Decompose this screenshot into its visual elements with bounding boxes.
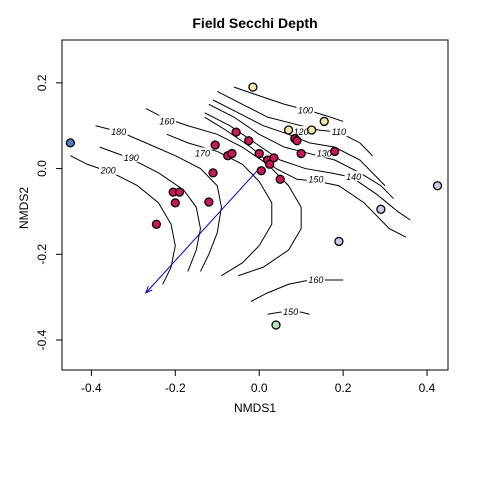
data-point-13	[256, 166, 266, 176]
y-tick-label-2: 0.0	[35, 160, 49, 177]
fit-vector-line	[145, 168, 260, 294]
contour-label-bg-4	[344, 171, 363, 182]
contour-line-2	[212, 99, 386, 187]
contour-label-bg-3	[315, 147, 334, 158]
axes-layer: -0.4 -0.2 0.0 0.2 0.4 -0.4 -0.2 0.0 0.2	[35, 74, 436, 395]
x-tick-label-1: -0.2	[165, 381, 186, 395]
data-point-17	[275, 174, 285, 184]
data-point-27	[376, 204, 386, 214]
data-point-25	[319, 116, 329, 127]
data-point-24	[306, 125, 317, 135]
data-point-12	[254, 148, 264, 159]
x-axis-label: NMDS1	[234, 401, 276, 415]
data-point-19	[292, 136, 302, 146]
contour-line-4	[204, 112, 411, 221]
x-tick-label-4: 0.4	[419, 381, 436, 395]
data-point-16	[269, 153, 279, 163]
contour-line-11	[250, 279, 344, 302]
contour-label-2: 120	[294, 127, 309, 137]
data-point-22	[248, 82, 258, 92]
data-point-20	[296, 148, 306, 159]
contour-label-bg-1	[329, 126, 348, 137]
contour-label-bg-2	[292, 126, 311, 137]
data-point-3	[174, 187, 185, 197]
data-point-7	[210, 140, 220, 150]
x-tick-label-3: 0.2	[335, 381, 352, 395]
contour-label-bg-5	[306, 173, 325, 184]
data-point-29	[271, 320, 281, 330]
contour-label-3: 130	[317, 149, 332, 159]
data-point-5	[204, 197, 214, 207]
contour-line-3	[208, 103, 394, 199]
data-point-10	[231, 127, 241, 137]
contour-label-5: 150	[308, 174, 323, 184]
data-point-21	[330, 146, 340, 157]
contour-line-6	[145, 108, 302, 277]
data-point-0	[65, 138, 76, 148]
y-tick-label-3: 0.2	[35, 74, 49, 91]
contour-label-8: 180	[111, 127, 126, 137]
contour-label-1: 110	[332, 127, 346, 137]
contour-label-bg-8	[109, 126, 128, 137]
vector-layer	[145, 168, 260, 294]
data-point-28	[432, 181, 443, 191]
data-point-1	[151, 219, 162, 229]
contour-label-0: 100	[298, 106, 313, 116]
contour-label-10: 200	[100, 166, 116, 176]
contour-label-7: 170	[195, 149, 210, 159]
y-tick-label-1: -0.2	[35, 244, 49, 265]
contour-label-bg-7	[193, 147, 212, 158]
contour-line-10	[70, 155, 176, 285]
contour-label-bg-6	[157, 115, 176, 126]
contour-label-bg-11	[306, 274, 325, 284]
data-point-11	[244, 136, 254, 146]
contour-line-7	[166, 133, 273, 277]
contour-label-6: 160	[159, 116, 174, 126]
data-point-15	[265, 159, 275, 169]
data-point-4	[170, 198, 180, 208]
contour-label-bg-0	[296, 104, 315, 115]
y-tick-label-0: -0.4	[35, 329, 49, 350]
contour-line-8	[95, 125, 222, 272]
x-tick-label-2: 0.0	[251, 381, 268, 395]
points-layer	[65, 82, 443, 330]
chart-title: Field Secchi Depth	[192, 15, 317, 31]
contour-label-bg-12	[281, 306, 300, 317]
data-point-26	[334, 236, 344, 247]
contour-label-4: 140	[346, 172, 361, 182]
contour-label-12: 150	[283, 307, 298, 317]
data-point-23	[283, 125, 294, 135]
contour-label-9: 190	[124, 153, 139, 163]
y-axis-label: NMDS2	[17, 187, 31, 229]
contour-label-bg-10	[99, 164, 118, 175]
fit-vector-arrowhead	[145, 286, 153, 294]
contour-label-bg-9	[122, 151, 141, 162]
data-point-9	[227, 148, 237, 159]
contour-label-11: 160	[308, 275, 323, 285]
x-tick-label-0: -0.4	[81, 381, 102, 395]
data-point-6	[208, 168, 218, 178]
contour-layer: 100 110 120 130 140 150 160 170 180 190 200 160 150	[70, 86, 411, 317]
